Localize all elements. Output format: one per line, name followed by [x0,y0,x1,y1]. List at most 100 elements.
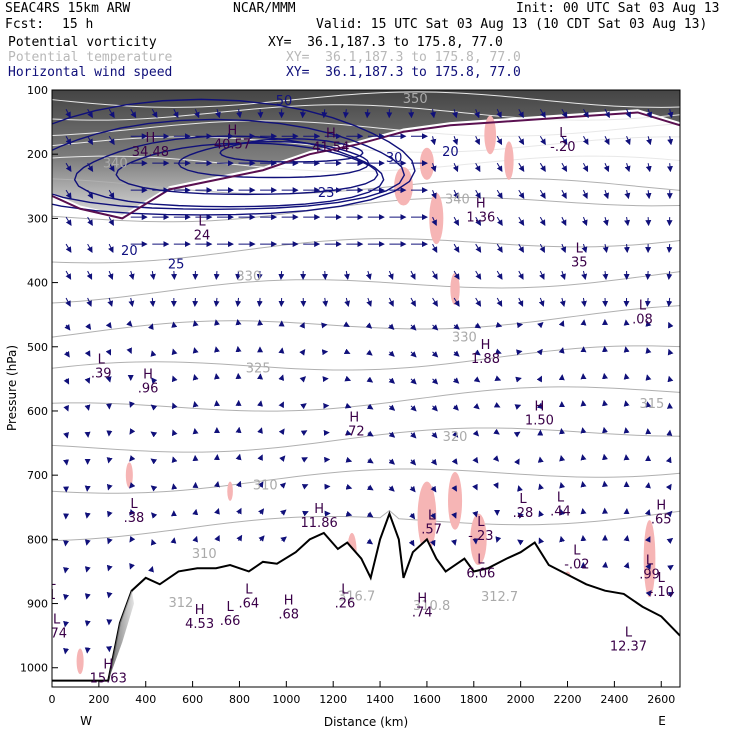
pink-shaded-region [417,481,437,553]
wind-vector [536,402,543,410]
extremum-marker: L [559,126,567,141]
wind-vector [151,512,158,519]
wind-vector [496,162,503,173]
wind-vector [580,319,587,326]
wind-vector [171,375,178,383]
wind-vector [623,373,630,380]
wind-vector [108,216,114,226]
wind-vector [388,458,396,465]
wind-vector [667,564,674,571]
wind-vector [518,243,524,253]
wind-vector [107,537,113,545]
wind-vector [64,324,71,331]
wind-vector [214,534,220,542]
field-name-theta: Potential temperature [8,50,173,65]
wind-vector [171,270,178,281]
wind-vector [603,189,610,200]
extremum-value: .39 [91,367,112,382]
wind-vector [645,190,652,200]
wind-vector [151,377,158,384]
wind-vector [192,401,199,408]
wind-vector [65,243,72,253]
wind-vector [431,189,437,200]
wind-vector [84,512,91,519]
init-time: Init: 00 UTC Sat 03 Aug 13 [516,1,720,16]
wind-vector [63,593,70,601]
org-label: NCAR/MMM [233,1,296,16]
wind-vector [496,297,503,307]
wind-vector [63,647,70,655]
wind-vector [106,457,113,464]
wind-vector [87,109,93,119]
wind-vector [602,561,608,568]
wind-vector [538,297,545,307]
wind-vector [666,510,673,518]
extremum-value: -.20 [550,140,575,155]
wind-vector [63,350,70,358]
wind-vector [106,591,113,599]
wind-vector [666,163,673,173]
wind-vector [645,347,652,354]
wind-speed-label: 23 [318,186,335,201]
wind-vector [623,562,630,569]
wind-vector [279,455,286,462]
terrain-slope-shading [108,590,135,681]
plot-frame [51,89,681,688]
wind-vector [475,297,482,307]
wind-vector [666,270,673,281]
extremum-value: 1.36 [466,211,495,226]
wind-vector [299,109,306,119]
field-xy-wind: XY= 36.1,187.3 to 175.8, 77.0 [286,65,521,80]
wind-vector [321,270,328,281]
wind-vector [65,297,71,307]
wind-vector [496,216,503,226]
theta-contour-line [52,427,680,453]
theta-label: 330 [236,270,261,285]
wind-vector [106,564,113,572]
wind-vector [431,243,438,253]
wind-vector [496,243,503,253]
y-tick-label: 700 [27,469,48,482]
pink-shaded-region [448,471,463,530]
pink-shaded-region [484,115,497,155]
wind-vector [580,534,587,542]
wind-vector [84,377,91,384]
wind-vector [559,481,566,489]
wind-vector [256,270,263,281]
wind-vector [518,135,525,146]
wind-vector [667,109,674,119]
wind-vector [645,320,652,327]
y-tick-label: 900 [27,598,48,611]
x-tick-label: 0 [49,693,56,706]
wind-vector [171,429,178,437]
wind-vector [235,270,242,281]
wind-vector [278,401,284,409]
wind-vector [87,162,94,173]
wind-vector [171,456,178,463]
wind-vector [302,510,309,517]
extremum-marker: L [341,582,349,597]
wind-vector [624,217,631,227]
theta-contour-line [52,120,680,137]
wind-vector [213,297,220,307]
wind-vector [495,321,503,328]
wind-vector [623,319,630,326]
wind-vector [410,324,417,331]
wind-vector [87,135,94,146]
wind-vector [343,270,350,281]
wind-vector [87,216,93,226]
extremum-marker: H [143,367,153,382]
wind-vector [538,483,544,491]
wind-vector [645,590,652,597]
wind-vector [475,216,482,226]
wind-vector [344,402,352,409]
wind-vector [666,537,674,544]
wind-vector [388,350,395,357]
field-name-wind: Horizontal wind speed [8,65,173,80]
pink-shaded-region [470,513,487,566]
wind-vector [214,346,220,353]
field-xy-theta: XY= 36.1,187.3 to 175.8, 77.0 [286,50,521,65]
extremum-value: 6.06 [466,566,495,581]
pink-shaded-region [419,147,434,180]
wind-vector [85,323,92,330]
